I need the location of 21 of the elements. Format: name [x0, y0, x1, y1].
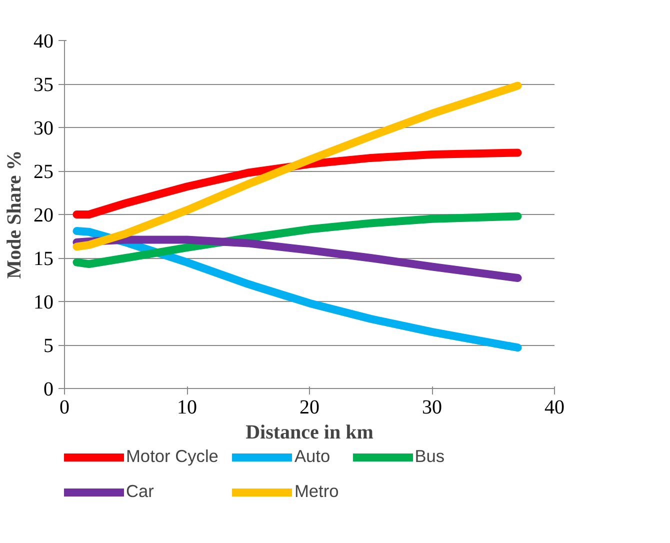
y-tick-label: 25	[34, 161, 54, 183]
y-tick-label: 0	[44, 378, 54, 400]
legend-label: Metro	[294, 481, 339, 502]
y-tick-label: 20	[34, 204, 54, 226]
y-tick-label: 40	[34, 30, 54, 52]
y-tick-label: 35	[34, 74, 54, 96]
legend-label: Bus	[414, 446, 445, 467]
x-tick-label: 40	[544, 396, 564, 418]
y-axis-title: Mode Share %	[4, 150, 26, 279]
x-tick-label: 20	[300, 396, 320, 418]
x-tick-label: 10	[177, 396, 197, 418]
y-tick-label: 5	[44, 335, 54, 357]
y-tick-label: 30	[34, 118, 54, 140]
y-tick-label: 10	[34, 292, 54, 314]
legend-label: Motor Cycle	[126, 446, 218, 467]
x-axis-title: Distance in km	[246, 422, 374, 444]
legend-label: Car	[126, 481, 154, 502]
y-tick-label: 15	[34, 248, 54, 270]
legend-label: Auto	[294, 446, 330, 467]
x-tick-label: 0	[60, 396, 70, 418]
x-tick-label: 30	[422, 396, 442, 418]
